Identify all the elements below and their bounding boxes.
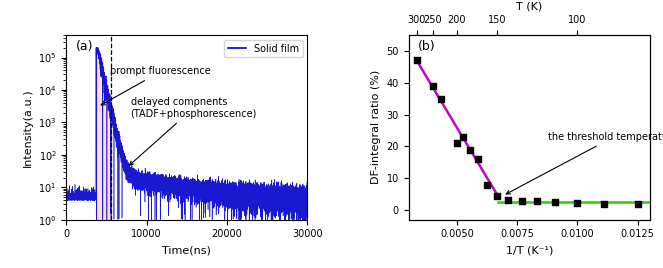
Text: prompt fluorescence: prompt fluorescence [101,66,211,105]
Point [633,202,643,206]
Point [599,202,609,206]
Point [436,96,446,101]
Point [550,200,561,204]
Point [503,198,514,202]
X-axis label: 1/T (K⁻¹): 1/T (K⁻¹) [505,245,553,255]
Point [465,147,475,152]
Text: delayed compnents
(TADF+phosphorescence): delayed compnents (TADF+phosphorescence) [129,97,257,165]
Text: the threshold temperature: the threshold temperature [507,132,663,194]
Point [473,157,483,161]
Text: (a): (a) [76,40,93,53]
Text: (b): (b) [418,40,436,53]
Point [411,58,422,62]
Y-axis label: Intensity(a.u.): Intensity(a.u.) [23,88,32,167]
Point [572,201,583,205]
Point [492,194,503,198]
Y-axis label: DF-integral ratio (%): DF-integral ratio (%) [371,70,381,184]
Point [458,135,469,139]
X-axis label: T (K): T (K) [516,2,542,12]
X-axis label: Time(ns): Time(ns) [162,245,211,255]
Point [452,141,462,145]
Point [516,199,527,203]
Legend: Solid film: Solid film [224,40,302,57]
Point [532,199,542,203]
Point [482,183,493,187]
Point [428,84,438,88]
